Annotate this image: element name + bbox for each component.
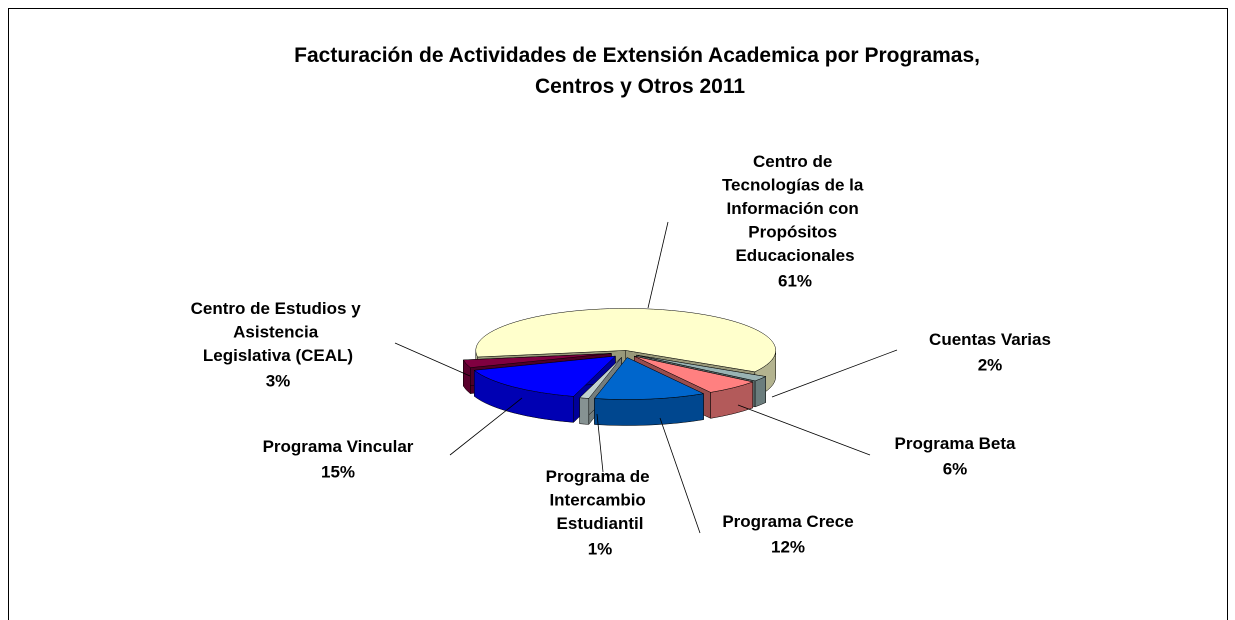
slice [462, 353, 612, 368]
slice-label: Programa Vincular [263, 437, 414, 456]
slice-label: Programa de Intercambio Estudiantil [546, 467, 655, 533]
slice [634, 355, 754, 393]
slice-value-label: 61% [778, 272, 812, 291]
chart-title: Facturación de Actividades de Extensión … [294, 44, 986, 98]
slice-label: Centro de Tecnologías de la Información … [722, 152, 868, 265]
slice-wall [579, 397, 590, 425]
chart-border [8, 8, 1228, 620]
slice [475, 308, 776, 373]
slice [636, 354, 767, 382]
slice-label: Centro de Estudios y Asistencia Legislat… [191, 299, 366, 365]
slice-value-label: 12% [771, 538, 805, 557]
slice [473, 355, 617, 397]
slice-value-label: 1% [588, 540, 613, 559]
slice-value-label: 3% [266, 372, 291, 391]
slice-value-label: 2% [978, 356, 1003, 375]
leader-line [737, 404, 871, 456]
slice-label: Cuentas Varias [929, 330, 1051, 349]
leader-line [771, 349, 898, 398]
leader-line [659, 417, 701, 534]
slice-label: Programa Crece [722, 512, 853, 531]
slice-label: Programa Beta [895, 434, 1016, 453]
slice-value-label: 6% [943, 460, 968, 479]
slice-wall [754, 376, 766, 408]
leader-line [449, 397, 523, 456]
slice-group [593, 356, 705, 426]
leader-line [647, 221, 669, 309]
slice [579, 357, 622, 399]
slice [593, 357, 705, 400]
leader-line [394, 342, 471, 377]
slice-group [473, 355, 617, 424]
slice-value-label: 15% [321, 463, 355, 482]
leader-line [596, 413, 604, 473]
